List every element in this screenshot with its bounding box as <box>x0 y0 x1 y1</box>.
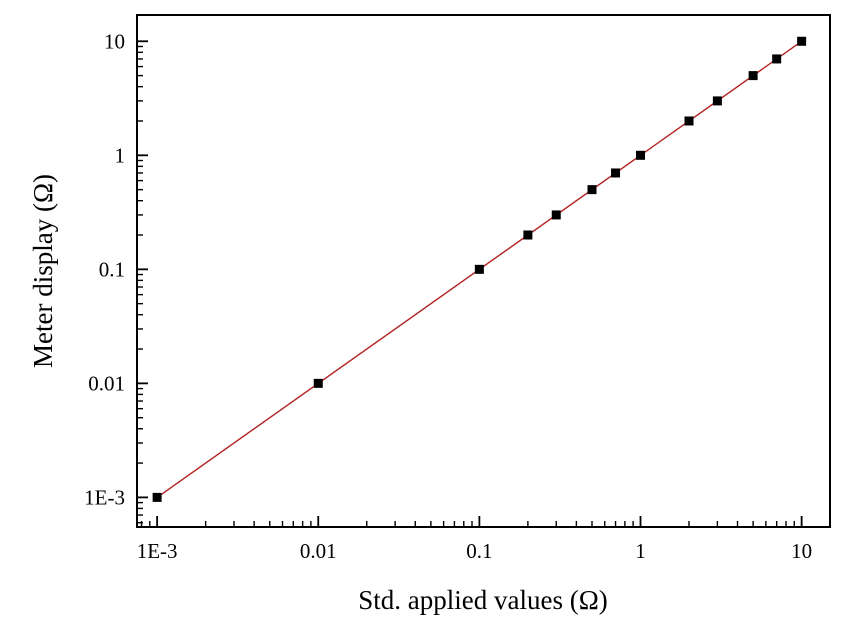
x-tick-label: 1 <box>635 539 646 563</box>
plot-frame <box>136 14 831 528</box>
axis-ticks-layer <box>137 40 803 527</box>
data-point-square <box>313 378 323 388</box>
tick-labels-layer: 1E-3 0.01 0.1 1 10 1E-3 0.01 0.1 1 10 <box>84 29 812 563</box>
data-point-square <box>797 36 807 46</box>
data-point-square <box>636 150 646 160</box>
x-tick-label: 0.1 <box>466 539 492 563</box>
data-point-square <box>611 168 621 178</box>
y-tick-label: 10 <box>104 29 125 53</box>
x-tick-label: 10 <box>791 539 812 563</box>
data-point-square <box>587 185 597 195</box>
y-axis-title: Meter display (Ω) <box>28 174 58 368</box>
y-tick-label: 1E-3 <box>84 485 125 509</box>
x-axis-title: Std. applied values (Ω) <box>358 585 608 615</box>
data-point-square <box>474 264 484 274</box>
data-point-square <box>152 492 162 502</box>
x-tick-label: 0.01 <box>300 539 337 563</box>
data-point-square <box>748 71 758 81</box>
data-point-square <box>523 230 533 240</box>
data-points-layer <box>152 36 807 502</box>
data-point-square <box>772 54 782 64</box>
x-tick-label: 1E-3 <box>137 539 178 563</box>
y-tick-label: 0.01 <box>88 371 125 395</box>
data-point-square <box>712 96 722 106</box>
y-tick-label: 0.1 <box>99 257 125 281</box>
y-tick-label: 1 <box>115 143 126 167</box>
data-point-square <box>684 116 694 126</box>
data-point-square <box>551 210 561 220</box>
